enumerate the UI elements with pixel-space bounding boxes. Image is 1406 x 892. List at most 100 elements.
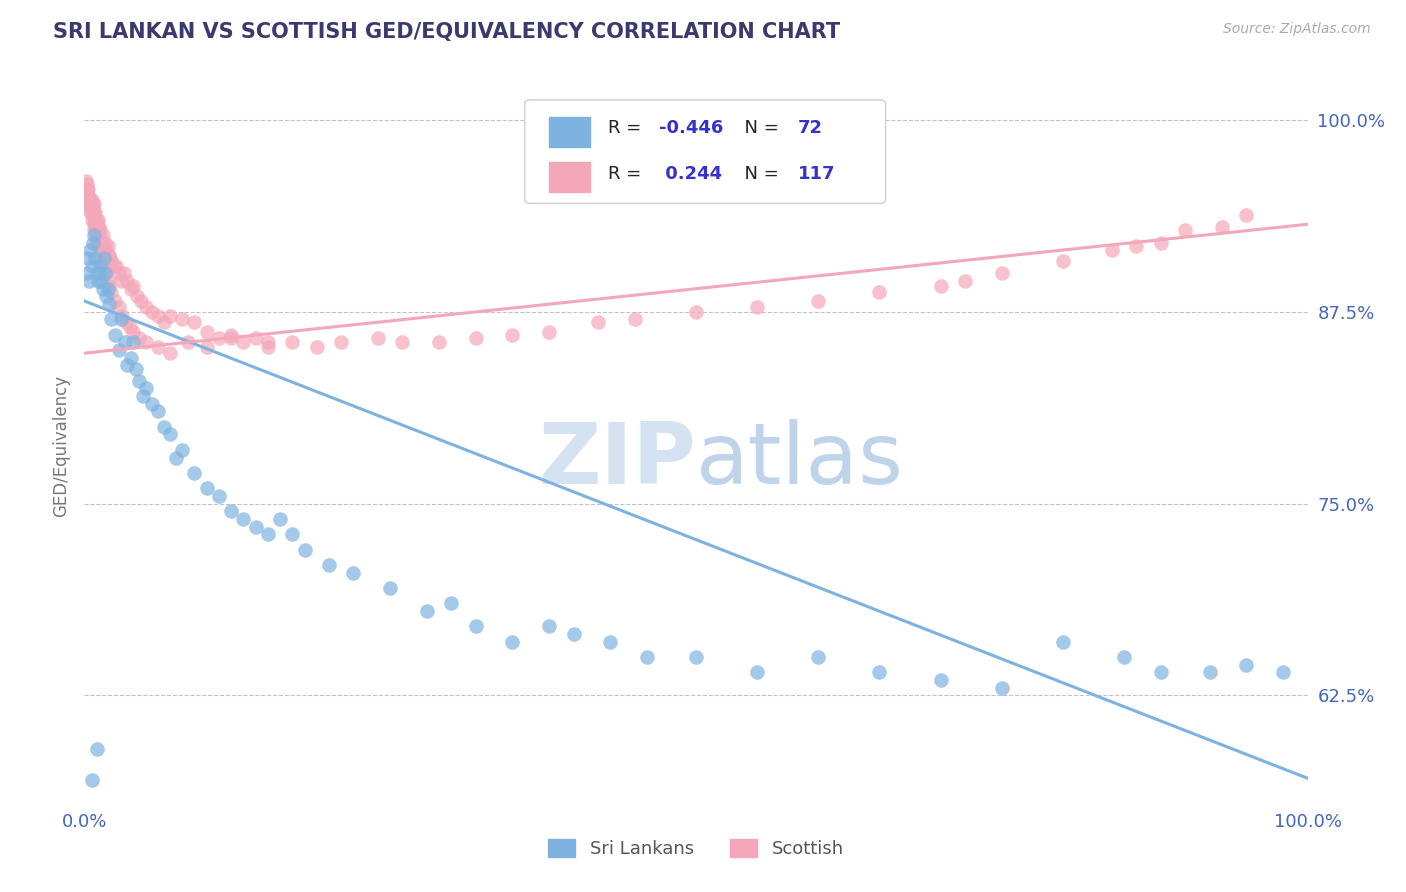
Point [427,335,450,350]
Point [128,331,150,345]
Point [98,251,121,265]
Point [94,235,117,250]
Point [80,772,103,787]
Point [97,238,120,252]
Point [1236,208,1258,222]
Point [86,220,108,235]
Point [135,381,157,395]
Text: SRI LANKAN VS SCOTTISH GED/EQUIVALENCY CORRELATION CHART: SRI LANKAN VS SCOTTISH GED/EQUIVALENCY C… [53,22,841,42]
Point [90,248,112,262]
Point [269,512,291,526]
Point [219,504,242,518]
Point [84,212,107,227]
Point [953,274,976,288]
Point [80,202,103,216]
Point [115,359,138,373]
Point [89,259,111,273]
Point [83,197,105,211]
Point [146,340,169,354]
Point [869,665,891,680]
Point [86,742,108,756]
Point [747,665,769,680]
Point [79,244,101,258]
Text: 0.244: 0.244 [659,165,723,183]
Point [118,320,141,334]
Text: R =: R = [607,119,647,136]
Point [96,266,118,280]
Point [83,217,105,231]
Point [89,244,111,258]
Point [391,335,413,350]
Point [77,251,100,265]
Point [96,289,118,303]
Point [146,310,169,324]
Text: atlas: atlas [696,418,904,502]
Point [87,212,110,227]
Point [86,227,108,242]
Point [159,427,181,442]
FancyBboxPatch shape [524,100,886,203]
Point [232,512,254,526]
Point [159,346,181,360]
Point [79,202,101,216]
Point [440,596,463,610]
Point [105,259,128,273]
Point [83,227,105,242]
Point [172,312,194,326]
Point [141,304,163,318]
Point [135,335,157,350]
Point [281,335,304,350]
Text: N =: N = [733,119,785,136]
Point [177,335,200,350]
Point [122,325,145,339]
Point [125,361,148,376]
Point [416,604,439,618]
Point [80,205,103,219]
Point [83,223,105,237]
Point [294,542,316,557]
Point [110,274,132,288]
Point [120,351,142,365]
Point [91,254,114,268]
Point [367,331,389,345]
Point [84,205,107,219]
Point [84,220,107,235]
Point [91,282,114,296]
Point [1052,634,1074,648]
Point [87,266,110,280]
Point [90,235,112,250]
Point [107,300,129,314]
Point [464,331,486,345]
Point [120,282,142,296]
Point [1150,665,1173,680]
Point [112,266,135,280]
Point [93,238,115,252]
Point [84,251,107,265]
Text: 72: 72 [797,119,823,136]
Point [115,316,138,330]
Point [1198,665,1220,680]
Point [183,316,205,330]
Point [195,481,218,495]
Point [80,212,103,227]
Point [86,212,108,227]
Point [135,300,157,314]
Point [146,404,169,418]
Point [83,205,105,219]
Point [80,193,103,207]
Point [110,312,132,326]
Point [330,335,353,350]
Y-axis label: GED/Equivalency: GED/Equivalency [52,375,70,517]
Point [77,189,100,203]
Point [538,619,561,633]
Point [232,335,254,350]
Point [747,300,769,314]
Point [79,205,101,219]
Point [87,238,110,252]
Point [807,650,830,665]
Point [77,189,100,203]
Point [97,297,120,311]
Point [82,208,104,222]
Point [502,634,524,648]
Bar [550,117,589,147]
